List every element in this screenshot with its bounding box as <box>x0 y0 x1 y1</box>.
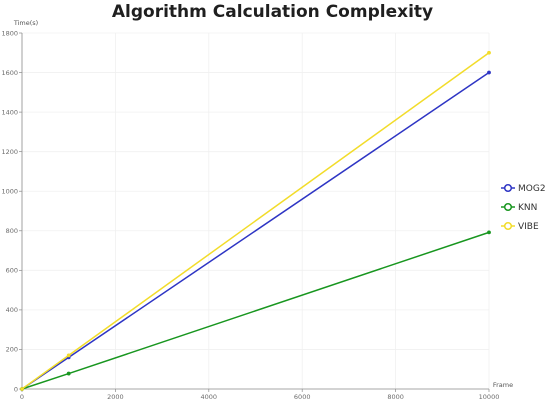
y-tick-label-0: 0 <box>14 385 18 393</box>
y-tick-label-1: 200 <box>6 346 18 354</box>
y-axis-label: Time(s) <box>13 19 38 27</box>
y-tick-label-2: 400 <box>6 306 18 314</box>
x-tick-label-1: 2000 <box>107 393 124 401</box>
data-point-vibe-1 <box>66 353 71 358</box>
y-tick-label-8: 1600 <box>1 69 18 77</box>
legend-label-knn: KNN <box>518 203 537 213</box>
x-tick-label-0: 0 <box>20 393 24 401</box>
tick-labels: 0 200 400 600 800 1000 1200 1400 1600 1800 0 2000 40… <box>1 29 499 401</box>
chart-title: Algorithm Calculation Complexity <box>111 2 434 22</box>
axes <box>21 33 489 390</box>
y-tick-label-4: 800 <box>6 227 18 235</box>
data-point-vibe-0 <box>20 387 24 391</box>
legend-label-mog2: MOG2 <box>518 184 546 194</box>
legend-marker-mog2 <box>503 183 513 193</box>
y-tick-label-3: 600 <box>6 267 18 275</box>
grid-lines <box>22 32 490 389</box>
x-tick-label-4: 8000 <box>387 393 404 401</box>
series-lines <box>20 50 491 391</box>
legend-marker-knn <box>503 202 513 212</box>
series-line-knn <box>21 231 490 390</box>
data-point-mog2-2 <box>487 70 491 75</box>
y-tick-label-5: 1000 <box>1 188 18 196</box>
legend-item-mog2[interactable]: MOG2 <box>501 183 546 194</box>
legend-item-vibe[interactable]: VIBE <box>501 221 539 232</box>
legend-label-vibe: VIBE <box>518 222 539 232</box>
x-tick-label-2: 4000 <box>201 393 218 401</box>
legend-item-knn[interactable]: KNN <box>501 202 537 213</box>
data-point-vibe-2 <box>487 50 491 55</box>
legend-marker-vibe <box>503 221 513 231</box>
y-tick-label-9: 1800 <box>1 29 18 37</box>
data-point-knn-1 <box>66 371 71 376</box>
x-axis-label: Frame <box>493 381 513 389</box>
x-tick-label-5: 10000 <box>479 393 500 401</box>
y-tick-label-6: 1200 <box>1 148 18 156</box>
x-tick-label-3: 6000 <box>294 393 311 401</box>
y-tick-label-7: 1400 <box>1 108 18 116</box>
data-point-knn-2 <box>487 230 491 235</box>
series-line-vibe <box>21 52 490 390</box>
legend[interactable]: MOG2 KNN VIBE <box>501 183 546 232</box>
